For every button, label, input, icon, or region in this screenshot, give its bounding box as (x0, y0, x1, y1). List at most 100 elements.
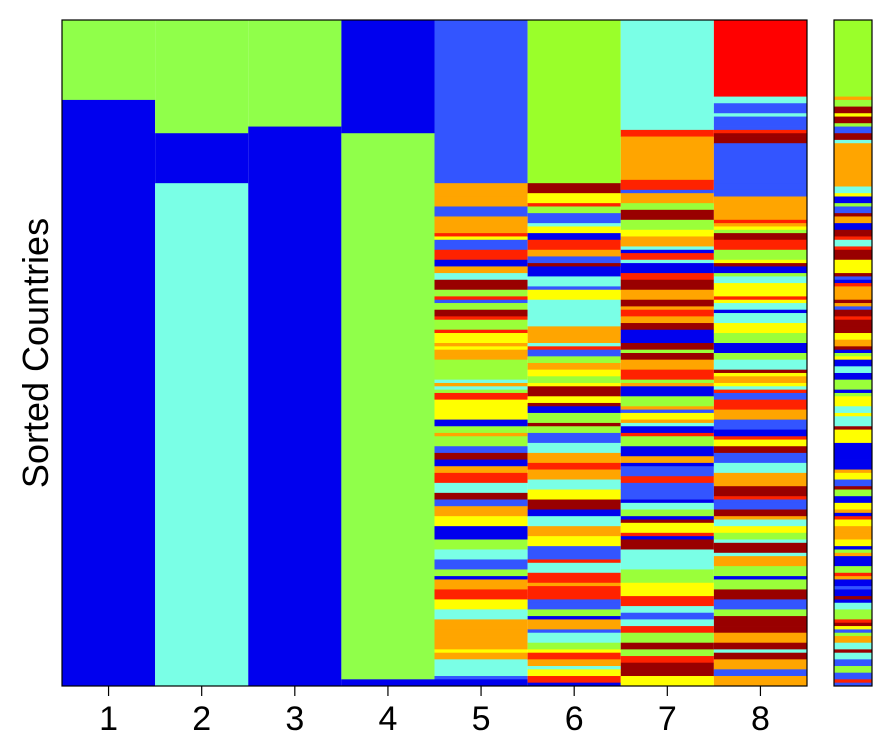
heatmap-cell (620, 586, 714, 597)
heatmap-cell (434, 346, 528, 351)
side-bar-cell (834, 576, 872, 580)
heatmap-cell (527, 396, 621, 404)
heatmap-cell (434, 652, 528, 660)
heatmap-cell (713, 293, 808, 297)
heatmap-cell (434, 216, 528, 227)
side-bar-cell (834, 556, 872, 560)
heatmap-cell (434, 609, 528, 614)
heatmap-cell (527, 203, 621, 207)
heatmap-cell (620, 519, 714, 524)
side-bar-cell (834, 113, 872, 117)
heatmap-cell (620, 596, 714, 607)
heatmap-cell (434, 239, 528, 251)
heatmap-cell (620, 549, 714, 560)
heatmap-cell (620, 129, 714, 137)
heatmap-cell (620, 649, 714, 657)
heatmap-cell (527, 516, 621, 527)
heatmap-cell (62, 20, 156, 101)
heatmap-cell (434, 576, 528, 580)
heatmap-cell (713, 452, 808, 464)
heatmap-cell (434, 676, 528, 680)
heatmap-cell (620, 309, 714, 317)
heatmap-cell (620, 569, 714, 577)
heatmap-cell (620, 396, 714, 407)
heatmap-cell (713, 496, 808, 500)
heatmap-cell (527, 356, 621, 364)
heatmap-cell (713, 516, 808, 520)
heatmap-cell (713, 273, 808, 277)
heatmap-cell (434, 343, 528, 347)
side-bar-cell (834, 632, 872, 637)
side-bar-cell (834, 672, 872, 680)
x-tick-label: 4 (378, 700, 397, 737)
side-bar-cell (834, 359, 872, 367)
heatmap-cell (620, 489, 714, 500)
heatmap-cell (620, 316, 714, 324)
heatmap-cell (527, 642, 621, 650)
heatmap-cell (713, 263, 808, 267)
heatmap-cell (620, 189, 714, 194)
heatmap-cell (434, 459, 528, 467)
heatmap-cell (434, 376, 528, 381)
heatmap-cell (434, 419, 528, 427)
side-bar-cell (834, 203, 872, 207)
heatmap-cell (527, 319, 621, 327)
heatmap-cell (527, 289, 621, 301)
heatmap-cell (620, 432, 714, 437)
side-bar-cell (834, 339, 872, 347)
heatmap-cell (713, 556, 808, 567)
heatmap-cell (620, 562, 714, 570)
side-bar-cell (834, 206, 872, 214)
heatmap-cell (713, 579, 808, 590)
heatmap-cell (527, 572, 621, 584)
heatmap-cell (620, 329, 714, 341)
heatmap-cell (434, 539, 528, 550)
heatmap-cell (527, 193, 621, 204)
heatmap-cell (434, 366, 528, 377)
heatmap-cell (155, 20, 249, 134)
heatmap-cell (527, 213, 621, 224)
side-bar-cell (834, 659, 872, 667)
heatmap-cell (434, 526, 528, 537)
heatmap-cell (713, 599, 808, 610)
heatmap-cell (713, 219, 808, 224)
heatmap-cell (713, 392, 808, 401)
heatmap-cell (527, 632, 621, 644)
heatmap-cell (620, 536, 714, 540)
x-tick-label: 7 (658, 700, 677, 737)
heatmap-cell (713, 419, 808, 430)
heatmap-cell (434, 333, 528, 344)
side-bar-cell (834, 216, 872, 224)
side-bar-cell (834, 466, 872, 470)
heatmap-cell (248, 20, 342, 127)
side-bar-cell (834, 319, 872, 327)
side-bar-cell (834, 459, 872, 467)
heatmap-cell (620, 386, 714, 397)
heatmap-cell (527, 362, 621, 371)
heatmap-cell (527, 536, 621, 547)
heatmap-cell (713, 676, 808, 687)
heatmap-cell (713, 629, 808, 634)
heatmap-cell (527, 432, 621, 444)
side-bar-cell (834, 622, 872, 627)
heatmap-cell (434, 329, 528, 334)
heatmap-cell (527, 223, 621, 227)
heatmap-cell (713, 143, 808, 184)
side-bar-cell (834, 599, 872, 604)
side-bar-cell (834, 293, 872, 301)
x-tick-label: 5 (472, 700, 491, 737)
heatmap-cell (620, 253, 714, 261)
heatmap-cell (527, 562, 621, 574)
heatmap-cell (341, 679, 435, 687)
side-bar-cell (834, 306, 872, 311)
side-bar-cell (834, 566, 872, 574)
heatmap-cell (434, 319, 528, 331)
heatmap-cell (527, 616, 621, 620)
heatmap-cell (713, 113, 808, 117)
side-bar-cell (834, 626, 872, 630)
side-bar-cell (834, 586, 872, 590)
heatmap-cell (527, 469, 621, 480)
side-bar-cell (834, 436, 872, 444)
side-bar-cell (834, 229, 872, 237)
x-tick-label: 3 (285, 700, 304, 737)
